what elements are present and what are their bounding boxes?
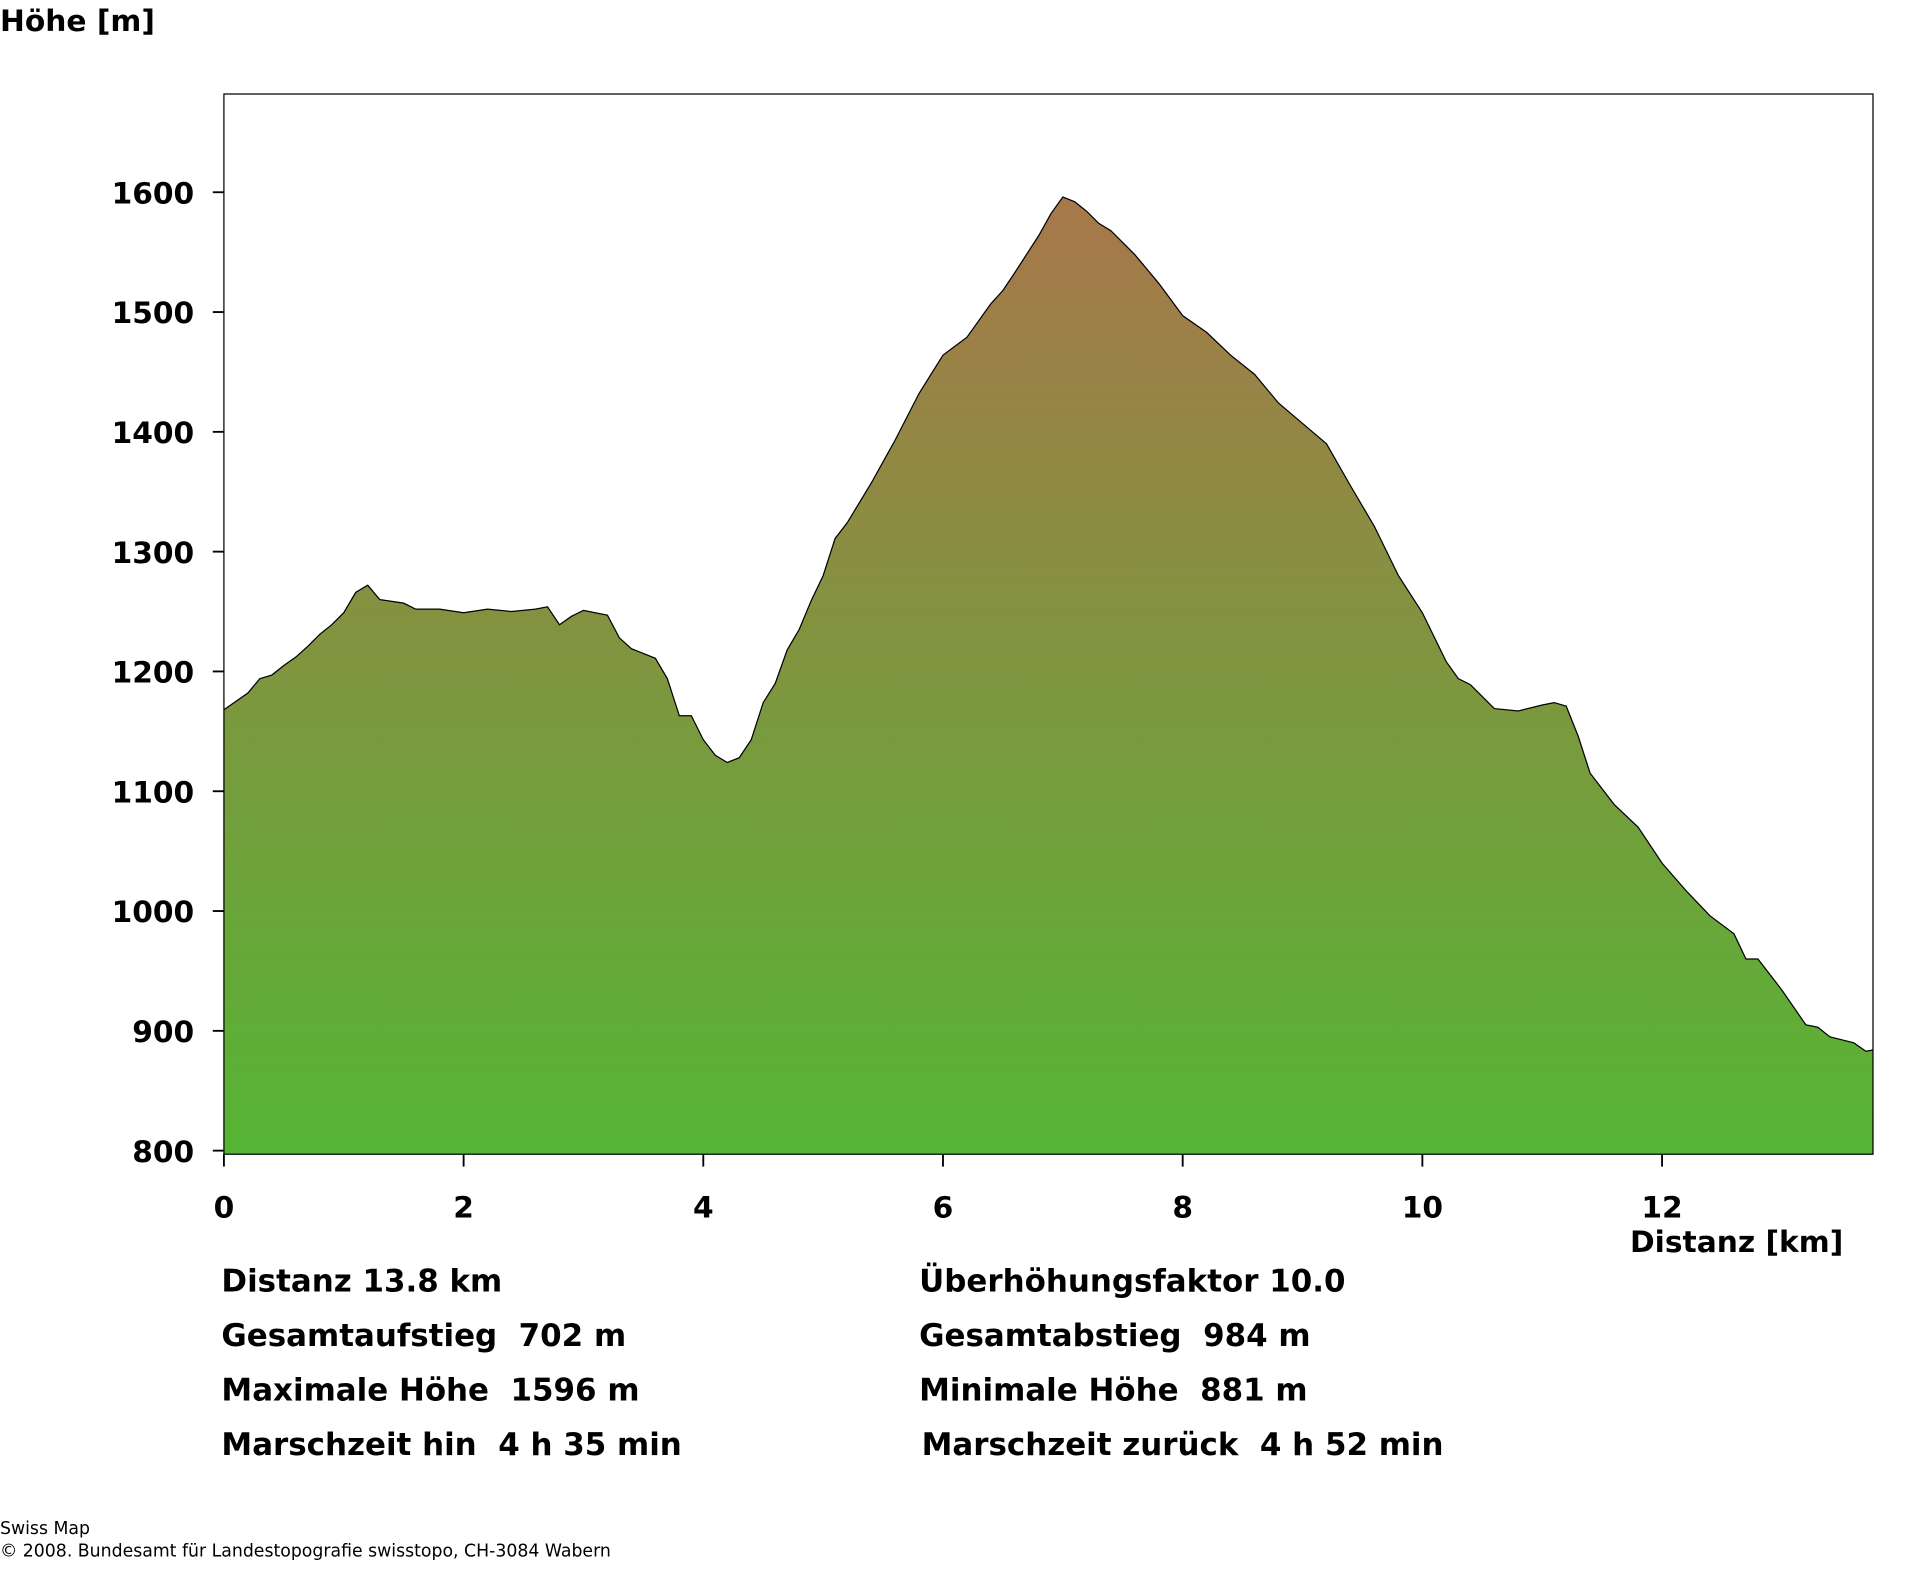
x-tick-label: 10: [1402, 1190, 1443, 1225]
x-tick-label: 8: [1172, 1190, 1193, 1225]
y-tick-label: 1000: [112, 895, 195, 930]
footer: Swiss Map: [0, 1519, 90, 1539]
y-tick-label: 1600: [112, 176, 195, 211]
y-tick-label: 1100: [112, 775, 195, 810]
stat: Distanz 13.8 km: [221, 1264, 502, 1300]
y-tick-label: 1200: [112, 656, 195, 691]
y-tick-label: 900: [132, 1015, 194, 1050]
stat: Maximale Höhe 1596 m: [221, 1372, 639, 1408]
y-tick-label: 1500: [112, 296, 195, 331]
y-tick-label: 1300: [112, 536, 195, 571]
stat: Minimale Höhe 881 m: [919, 1372, 1307, 1408]
x-tick-label: 6: [933, 1190, 954, 1225]
stat: Gesamtaufstieg 702 m: [221, 1318, 626, 1354]
y-axis-label: Höhe [m]: [0, 4, 155, 39]
stat: Überhöhungsfaktor 10.0: [919, 1263, 1345, 1300]
line: [223, 196, 1874, 1052]
x-tick-label: 2: [453, 1190, 474, 1225]
plot-frame: [223, 93, 1874, 1155]
footer: © 2008. Bundesamt für Landestopografie s…: [0, 1541, 611, 1561]
stat: Gesamtabstieg 984 m: [919, 1318, 1310, 1354]
stat: Marschzeit zurück 4 h 52 min: [922, 1427, 1444, 1463]
x-axis-label: Distanz [km]: [1630, 1225, 1843, 1260]
x-tick-label: 4: [693, 1190, 714, 1225]
area: [223, 197, 1873, 1155]
stat: Marschzeit hin 4 h 35 min: [221, 1427, 681, 1463]
x-tick-label: 12: [1641, 1190, 1682, 1225]
y-tick-label: 800: [132, 1135, 194, 1170]
x-tick-label: 0: [214, 1190, 235, 1225]
y-tick-label: 1400: [112, 416, 195, 451]
